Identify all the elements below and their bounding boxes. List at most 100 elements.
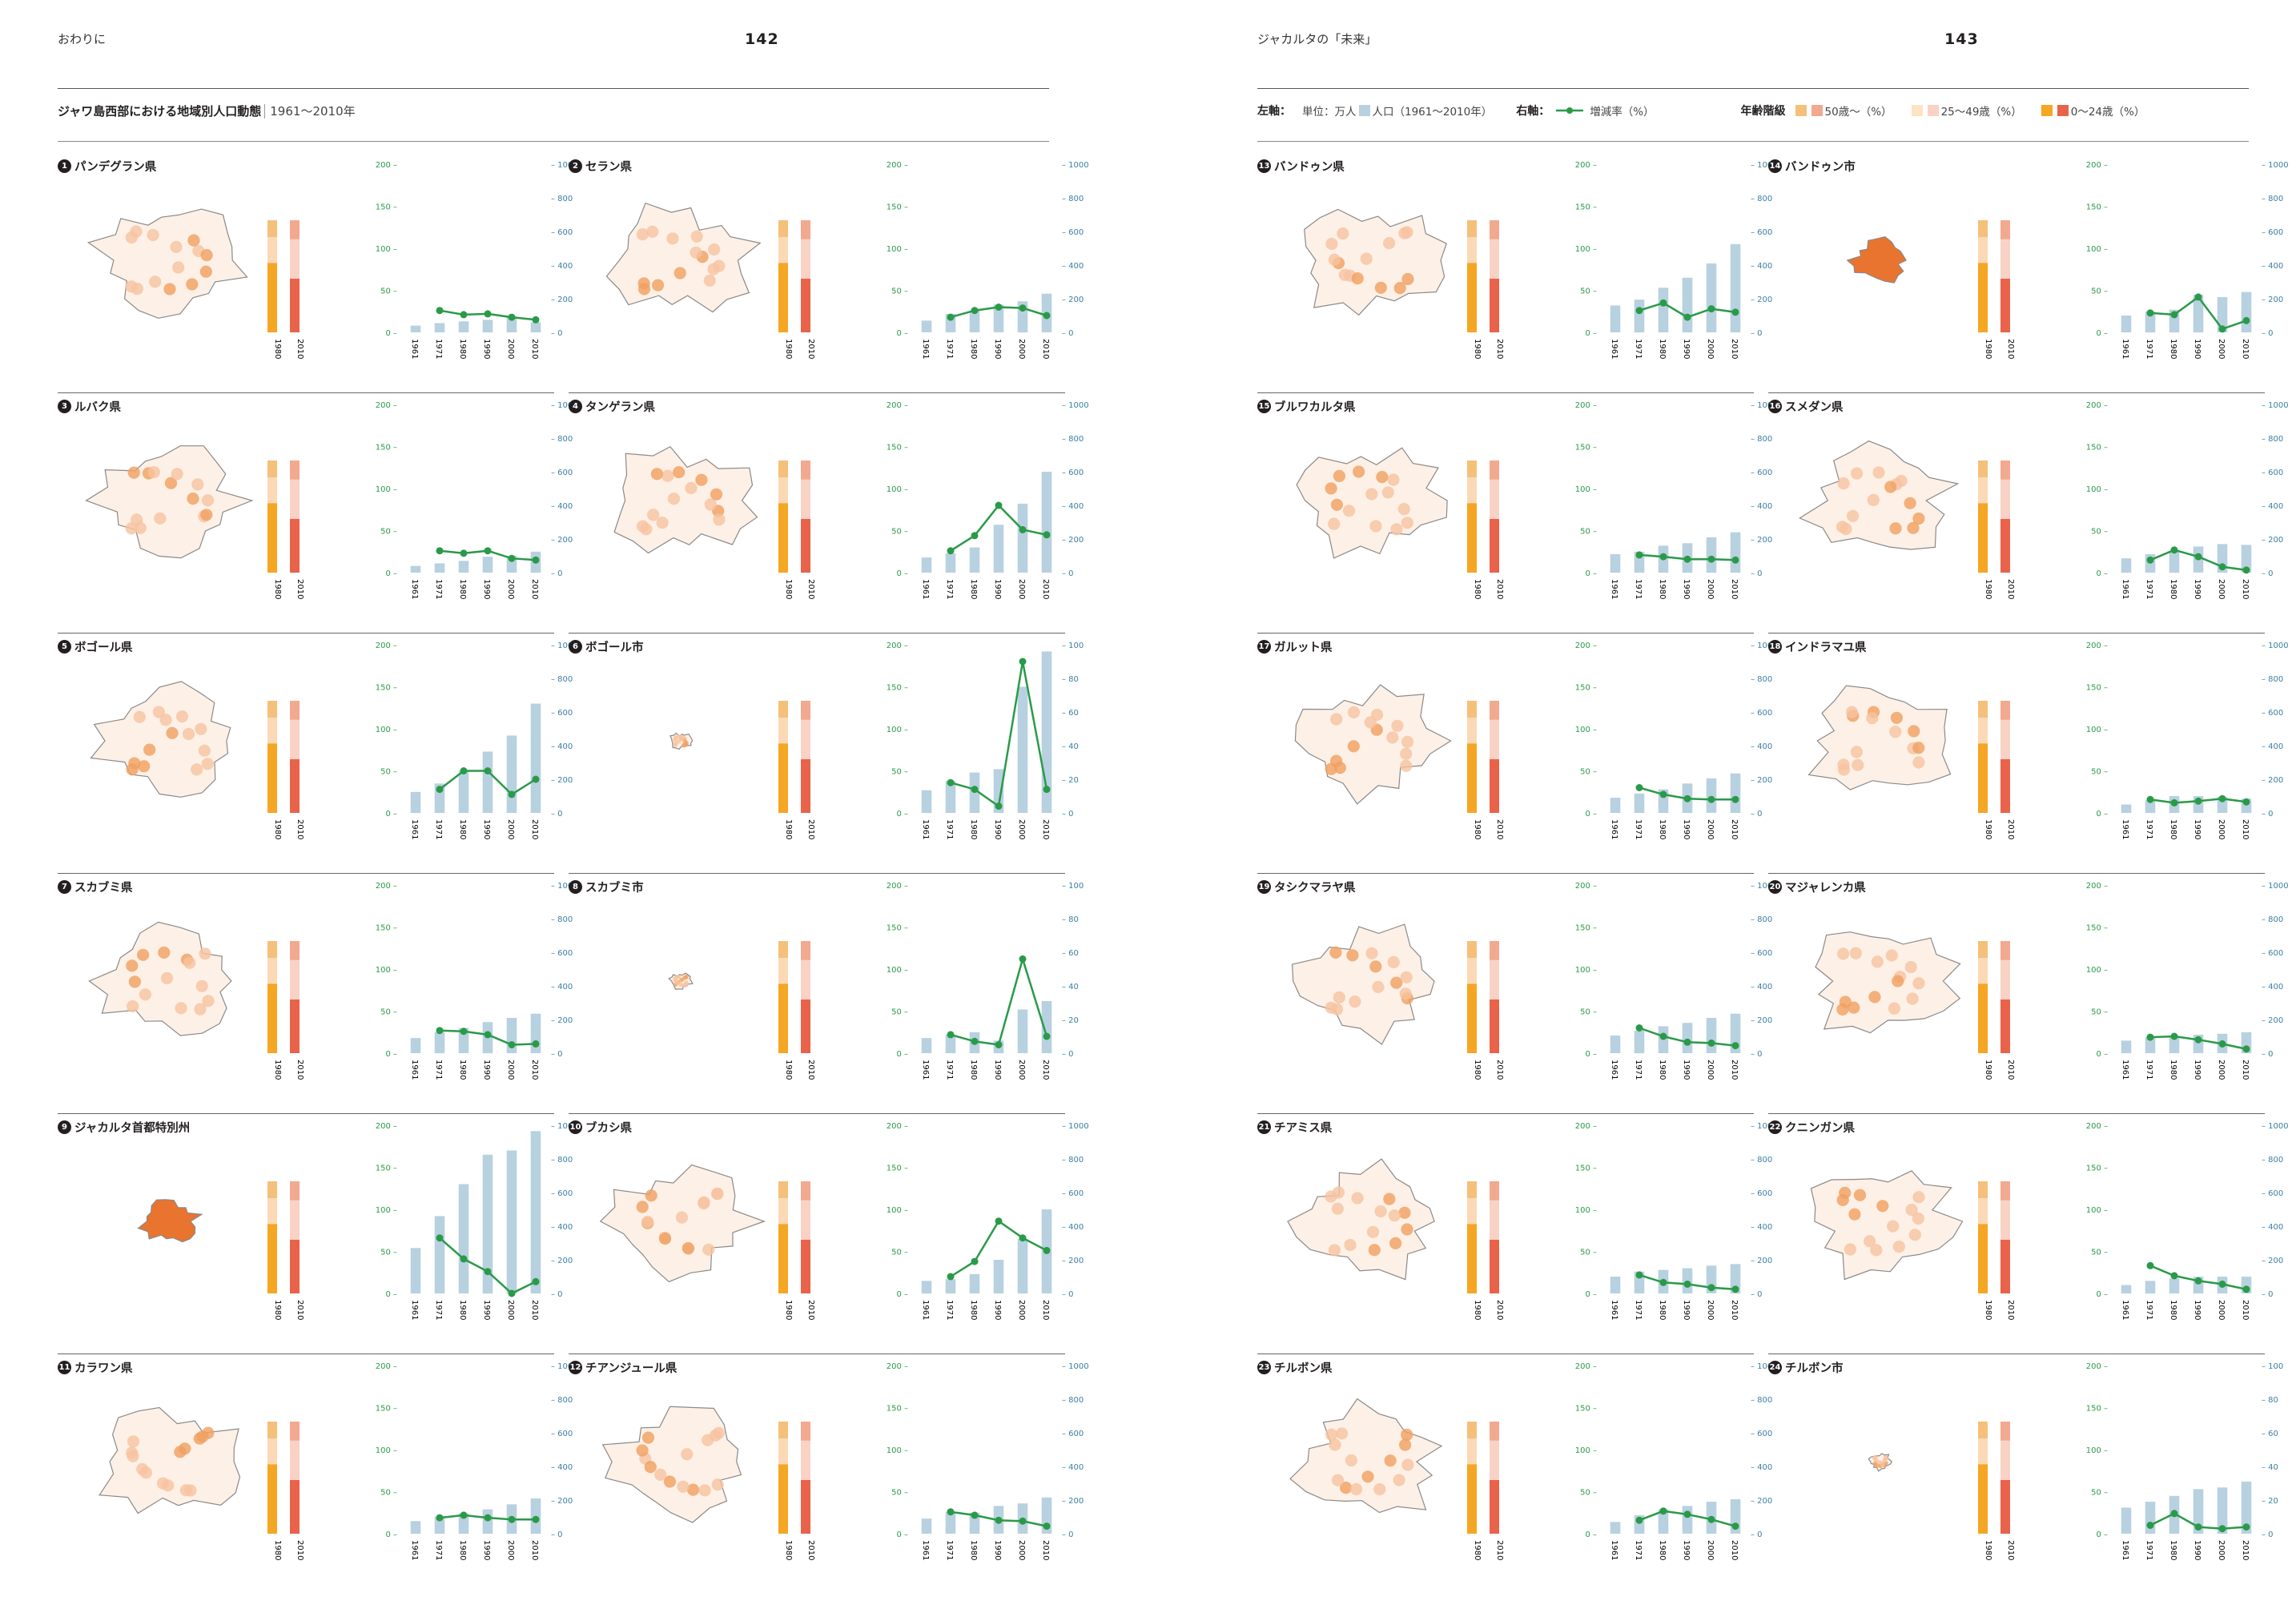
panel-chart: 1980 2010 200 – 150 – 100 – 50 – 0 – – 1000 – 80… — [605, 161, 1089, 359]
map-density-dot — [678, 982, 684, 987]
map-density-dot — [1895, 474, 1908, 487]
age-segment — [1467, 477, 1477, 504]
right-tick-label: – 200 — [1751, 536, 1772, 545]
right-tick-label: – 600 — [1751, 228, 1772, 237]
region-panel: 10 ブカシ県 1980 2010 200 – 150 – 100 – 50 – 0 – – 10… — [569, 1117, 1089, 1354]
growth-point — [436, 307, 444, 315]
left-tick-label: 100 – — [2086, 726, 2108, 734]
legend-age25: 25〜49歳（%） — [1940, 106, 2022, 119]
age-segment — [778, 1422, 788, 1438]
legend: 左軸： 単位：万人 人口（1961〜2010年） 右軸： 増減率（%） 年齢階級… — [1257, 103, 2145, 119]
left-tick-label: 0 – — [385, 329, 397, 338]
legend-age50: 50歳〜（%） — [1824, 106, 1892, 119]
growth-point — [1707, 795, 1715, 803]
map-density-dot — [191, 478, 204, 491]
age-segment — [2000, 278, 2010, 332]
population-bar — [458, 1184, 469, 1293]
population-bar — [458, 561, 469, 573]
map-density-dot — [1836, 1193, 1849, 1206]
map-density-dot — [1325, 762, 1337, 775]
age-year-label: 1980 — [1473, 1540, 1482, 1560]
right-tick-label: – 400 — [551, 502, 573, 511]
left-tick-label: 50 – — [2091, 288, 2108, 296]
right-tick-label: – 800 — [551, 1396, 573, 1405]
age-segment — [1467, 701, 1477, 718]
bar-year-label: 1961 — [1610, 819, 1618, 839]
right-tick-label: – 800 — [1751, 195, 1772, 203]
map-density-dot — [1390, 523, 1403, 536]
left-tick-label: 150 – — [376, 1164, 397, 1173]
right-tick-label: – 100 — [1062, 882, 1084, 891]
right-tick-label: – 600 — [551, 469, 573, 477]
growth-point — [2242, 1285, 2250, 1293]
map-density-dot — [711, 1188, 724, 1201]
bar-year-label: 1990 — [482, 579, 491, 599]
legend-age50-swatch-b — [1811, 105, 1823, 116]
map-density-dot — [1904, 497, 1916, 509]
map-density-dot — [637, 277, 650, 290]
bar-year-label: 2010 — [1041, 1540, 1050, 1560]
population-bar — [969, 1273, 980, 1293]
age-year-label: 2010 — [1495, 1300, 1504, 1320]
left-tick-label: 100 – — [376, 1446, 397, 1455]
right-tick-label: – 800 — [551, 675, 573, 684]
growth-point — [971, 786, 979, 794]
bar-year-label: 2000 — [2217, 339, 2226, 359]
right-tick-label: – 800 — [1751, 915, 1772, 924]
map-density-dot — [163, 283, 176, 296]
bar-year-label: 1961 — [921, 579, 930, 599]
right-tick-label: – 0 — [2262, 1050, 2274, 1059]
map-density-dot — [1912, 1191, 1925, 1204]
age-segment — [267, 1422, 277, 1438]
map-density-dot — [1351, 1192, 1364, 1205]
growth-point — [484, 1514, 492, 1522]
right-tick-label: – 1000 — [551, 1122, 578, 1131]
population-bar — [458, 1028, 469, 1053]
age-segment — [1490, 941, 1499, 960]
map-density-dot — [644, 1461, 657, 1474]
bar-year-label: 1990 — [482, 1540, 491, 1560]
population-bar — [530, 322, 541, 332]
right-tick-label: – 1000 — [1751, 401, 1778, 410]
growth-point — [2194, 553, 2202, 561]
bar-year-label: 1990 — [993, 1060, 1002, 1080]
age-segment — [1490, 278, 1499, 332]
growth-point — [1731, 1522, 1739, 1530]
growth-point — [1707, 1515, 1715, 1523]
map-density-dot — [198, 744, 211, 757]
panel-number: 7 — [58, 880, 71, 894]
right-tick-label: – 800 — [2262, 1156, 2283, 1164]
population-bar — [945, 781, 956, 813]
map-density-dot — [1361, 1470, 1374, 1483]
map-density-dot — [712, 1426, 725, 1439]
bar-year-label: 2000 — [1706, 579, 1715, 599]
age-segment — [1467, 1198, 1477, 1225]
map-density-dot — [1383, 1193, 1396, 1205]
panel-region-name: セラン県 — [585, 161, 632, 174]
panel-number: 16 — [1768, 400, 1782, 413]
left-tick-label: 50 – — [891, 1249, 908, 1257]
map-density-dot — [1393, 282, 1406, 295]
left-tick-label: 200 – — [2086, 1122, 2108, 1131]
right-tick-label: – 60 — [2262, 1430, 2278, 1438]
region-panel: 22 クニンガン県 1980 2010 200 – 150 – 100 – 50 – 0 – – … — [1768, 1117, 2289, 1354]
age-segment — [801, 1239, 810, 1293]
left-tick-label: 200 – — [376, 401, 397, 410]
right-tick-label: – 0 — [1062, 1050, 1074, 1059]
right-tick-label: – 40 — [1062, 983, 1079, 992]
age-segment — [1978, 983, 1988, 1053]
legend-unit: 単位：万人 — [1302, 106, 1357, 119]
left-tick-label: 0 – — [2096, 569, 2108, 578]
bar-year-label: 1980 — [1658, 1300, 1667, 1320]
bar-year-label: 2000 — [1706, 339, 1715, 359]
right-top-rule — [1257, 88, 2249, 89]
age-segment — [290, 1181, 300, 1201]
region-panel: 24 チルボン市 1980 2010 200 – 150 – 100 – 50 – 0 – – 1… — [1768, 1358, 2283, 1590]
panel-divider — [569, 633, 1065, 634]
population-bar — [2169, 551, 2180, 573]
population-bar — [2145, 1037, 2156, 1053]
right-tick-label: – 0 — [2262, 1290, 2274, 1299]
bar-year-label: 1980 — [2169, 1540, 2177, 1560]
panel-chart: 1980 2010 200 – 150 – 100 – 50 – 0 – – 100 – 80 –… — [669, 642, 1084, 839]
map-density-dot — [182, 727, 195, 741]
